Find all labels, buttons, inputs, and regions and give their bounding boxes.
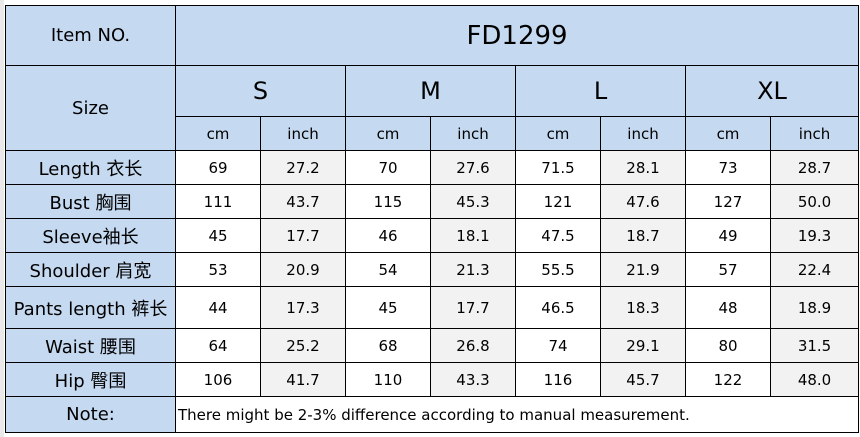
unit-cm: cm xyxy=(515,116,601,151)
table-cell: 18.9 xyxy=(769,286,860,329)
table-cell: 122 xyxy=(685,362,771,397)
table-cell: 27.2 xyxy=(260,150,346,185)
table-cell: 54 xyxy=(345,252,431,287)
row-label: Pants length 裤长 xyxy=(5,286,176,329)
unit-inch: inch xyxy=(600,116,686,151)
table-cell: 25.2 xyxy=(260,328,346,363)
table-cell: 17.7 xyxy=(260,218,346,253)
table-cell: 22.4 xyxy=(769,252,860,287)
table-row: Pants length 裤长 44 17.3 45 17.7 46.5 18.… xyxy=(5,286,860,329)
table-cell: 115 xyxy=(345,184,431,219)
table-cell: 64 xyxy=(175,328,261,363)
table-cell: 106 xyxy=(175,362,261,397)
table-cell: 20.9 xyxy=(260,252,346,287)
table-cell: 47.5 xyxy=(515,218,601,253)
row-label: Waist 腰围 xyxy=(5,328,176,363)
table-row: Hip 臀围 106 41.7 110 43.3 116 45.7 122 48… xyxy=(5,362,860,397)
table-cell: 46.5 xyxy=(515,286,601,329)
unit-inch: inch xyxy=(430,116,516,151)
table-cell: 27.6 xyxy=(430,150,516,185)
table-cell: 47.6 xyxy=(600,184,686,219)
table-cell: 121 xyxy=(515,184,601,219)
table-cell: 17.7 xyxy=(430,286,516,329)
table-cell: 17.3 xyxy=(260,286,346,329)
table-cell: 73 xyxy=(685,150,771,185)
size-xl-header: XL xyxy=(684,65,860,117)
table-cell: 19.3 xyxy=(769,218,860,253)
table-cell: 45 xyxy=(345,286,431,329)
table-cell: 69 xyxy=(175,150,261,185)
table-cell: 29.1 xyxy=(600,328,686,363)
unit-inch: inch xyxy=(260,116,346,151)
table-cell: 55.5 xyxy=(515,252,601,287)
table-row: Bust 胸围 111 43.7 115 45.3 121 47.6 127 5… xyxy=(5,184,860,219)
size-label: Size xyxy=(5,65,176,151)
table-cell: 18.3 xyxy=(600,286,686,329)
table-cell: 21.3 xyxy=(430,252,516,287)
table-cell: 80 xyxy=(685,328,771,363)
row-label: Length 衣长 xyxy=(5,150,176,185)
size-l-header: L xyxy=(515,65,686,117)
table-cell: 68 xyxy=(345,328,431,363)
unit-cm: cm xyxy=(345,116,431,151)
table-cell: 70 xyxy=(345,150,431,185)
size-m-header: M xyxy=(345,65,516,117)
item-no-label: Item NO. xyxy=(5,5,176,66)
sheet-left-gutter xyxy=(0,0,4,437)
table-cell: 50.0 xyxy=(769,184,860,219)
table-cell: 18.7 xyxy=(600,218,686,253)
size-chart-table: Item NO. FD1299 Size S M L XL cm inch cm… xyxy=(5,5,860,433)
table-cell: 111 xyxy=(175,184,261,219)
table-cell: 110 xyxy=(345,362,431,397)
table-cell: 46 xyxy=(345,218,431,253)
table-cell: 43.3 xyxy=(430,362,516,397)
table-row: Waist 腰围 64 25.2 68 26.8 74 29.1 80 31.5 xyxy=(5,328,860,363)
table-cell: 48 xyxy=(685,286,771,329)
table-cell: 31.5 xyxy=(769,328,860,363)
table-cell: 57 xyxy=(685,252,771,287)
table-cell: 116 xyxy=(515,362,601,397)
table-cell: 26.8 xyxy=(430,328,516,363)
table-cell: 45.3 xyxy=(430,184,516,219)
table-cell: 71.5 xyxy=(515,150,601,185)
row-label: Sleeve袖长 xyxy=(5,218,176,253)
unit-header-row: cm inch cm inch cm inch cm inch xyxy=(6,116,860,151)
table-cell: 49 xyxy=(685,218,771,253)
table-row: Sleeve袖长 45 17.7 46 18.1 47.5 18.7 49 19… xyxy=(5,218,860,253)
table-cell: 44 xyxy=(175,286,261,329)
row-label: Shoulder 肩宽 xyxy=(5,252,176,287)
unit-cm: cm xyxy=(175,116,261,151)
item-row: Item NO. FD1299 xyxy=(5,5,860,66)
table-cell: 43.7 xyxy=(260,184,346,219)
table-cell: 53 xyxy=(175,252,261,287)
note-row: Note: There might be 2-3% difference acc… xyxy=(5,396,860,433)
row-label: Hip 臀围 xyxy=(5,362,176,397)
table-row: Shoulder 肩宽 53 20.9 54 21.3 55.5 21.9 57… xyxy=(5,252,860,287)
unit-cm: cm xyxy=(685,116,771,151)
note-text: There might be 2-3% difference according… xyxy=(174,396,860,433)
item-no-value: FD1299 xyxy=(174,5,860,66)
size-s-header: S xyxy=(175,65,346,117)
table-row: Length 衣长 69 27.2 70 27.6 71.5 28.1 73 2… xyxy=(5,150,860,185)
table-cell: 28.7 xyxy=(769,150,860,185)
note-label: Note: xyxy=(5,396,176,433)
table-cell: 21.9 xyxy=(600,252,686,287)
table-cell: 74 xyxy=(515,328,601,363)
table-cell: 48.0 xyxy=(769,362,860,397)
table-cell: 45 xyxy=(175,218,261,253)
table-cell: 45.7 xyxy=(600,362,686,397)
table-cell: 127 xyxy=(685,184,771,219)
table-cell: 18.1 xyxy=(430,218,516,253)
table-cell: 28.1 xyxy=(600,150,686,185)
unit-inch: inch xyxy=(769,116,860,151)
row-label: Bust 胸围 xyxy=(5,184,176,219)
table-cell: 41.7 xyxy=(260,362,346,397)
size-header-row: Size S M L XL xyxy=(5,65,860,151)
